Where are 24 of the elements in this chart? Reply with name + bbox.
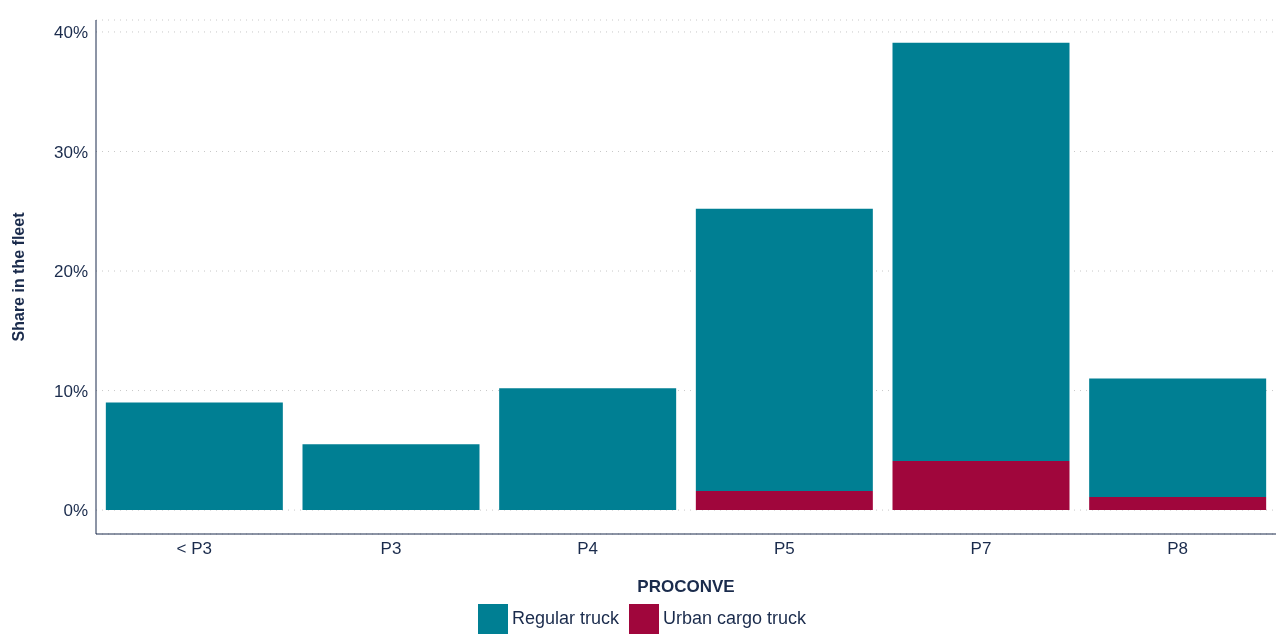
y-tick-label: 30% [53, 142, 88, 162]
bar [1089, 378, 1267, 497]
x-tick-label: P8 [1167, 539, 1189, 559]
x-tick-label: P7 [970, 539, 992, 559]
y-tick-label: 40% [53, 22, 88, 42]
bar [499, 388, 677, 511]
y-tick-label: 0% [63, 501, 88, 521]
x-tick-label: P5 [773, 539, 795, 559]
bar [892, 42, 1070, 462]
bar [695, 208, 873, 491]
x-tick-label: P4 [577, 539, 599, 559]
y-tick-label: 20% [53, 262, 88, 282]
legend-label: Urban cargo truck [662, 607, 807, 628]
x-axis-title: PROCONVE [637, 577, 735, 596]
bar [1089, 496, 1267, 511]
x-tick-label: < P3 [176, 539, 213, 559]
y-axis-title: Share in the fleet [9, 211, 27, 342]
x-tick-label: P3 [380, 539, 402, 559]
y-tick-label: 10% [53, 381, 88, 401]
bar [105, 402, 283, 511]
bar [892, 461, 1070, 511]
bar [302, 444, 480, 511]
legend-label: Regular truck [511, 607, 619, 628]
bar [695, 490, 873, 511]
